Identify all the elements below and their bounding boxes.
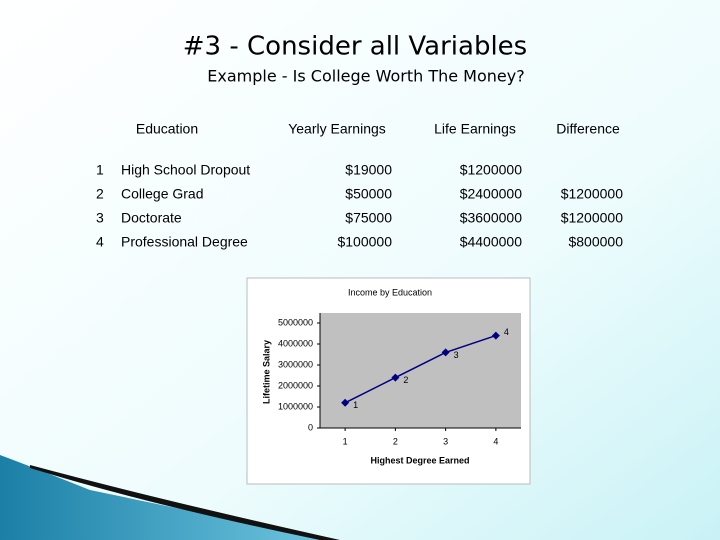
column-header: Life Earnings bbox=[434, 121, 516, 137]
x-tick-label: 2 bbox=[393, 436, 398, 446]
y-tick-label: 2000000 bbox=[278, 380, 313, 390]
table-cell: 2 bbox=[96, 186, 104, 202]
swoosh bbox=[0, 455, 330, 540]
table-cell: $1200000 bbox=[561, 210, 624, 226]
chart: Income by Education Highest Degree Earned… bbox=[261, 287, 521, 465]
y-tick-label: 0 bbox=[308, 422, 313, 432]
table-cell: $3600000 bbox=[460, 210, 523, 226]
slide-title: #3 - Consider all Variables bbox=[183, 32, 527, 62]
data-point bbox=[441, 348, 450, 357]
table: Education Yearly Earnings Life Earnings Dif… bbox=[96, 121, 623, 250]
column-header: Education bbox=[136, 121, 198, 137]
table-cell: $2400000 bbox=[460, 186, 523, 202]
table-cell: Professional Degree bbox=[121, 234, 248, 250]
table-cell: $4400000 bbox=[460, 234, 523, 250]
x-axis-label: Highest Degree Earned bbox=[370, 455, 469, 465]
table-cell: $19000 bbox=[345, 162, 392, 178]
data-point bbox=[341, 398, 350, 407]
point-label: 1 bbox=[353, 400, 358, 410]
data-point bbox=[491, 331, 500, 340]
y-axis-label: Lifetime Salary bbox=[261, 340, 271, 404]
plot-area bbox=[320, 313, 521, 428]
table-cell: $1200000 bbox=[561, 186, 624, 202]
y-tick-label: 1000000 bbox=[278, 401, 313, 411]
column-header: Difference bbox=[556, 121, 620, 137]
table-cell: $1200000 bbox=[460, 162, 523, 178]
data-point bbox=[391, 373, 400, 382]
series-line bbox=[344, 334, 497, 404]
x-tick-label: 1 bbox=[343, 436, 348, 446]
y-tick-label: 3000000 bbox=[278, 359, 313, 369]
table-cell: Doctorate bbox=[121, 210, 182, 226]
table-cell: $50000 bbox=[345, 186, 392, 202]
table-cell: 4 bbox=[96, 234, 104, 250]
y-tick-label: 4000000 bbox=[278, 338, 313, 348]
table-cell: 1 bbox=[96, 162, 104, 178]
chart-title: Income by Education bbox=[348, 287, 432, 297]
point-label: 2 bbox=[403, 375, 408, 385]
x-tick-label: 3 bbox=[443, 436, 448, 446]
point-label: 3 bbox=[454, 350, 459, 360]
x-tick-label: 4 bbox=[493, 436, 498, 446]
table-cell: High School Dropout bbox=[121, 162, 250, 178]
table-cell: 3 bbox=[96, 210, 104, 226]
y-tick-label: 5000000 bbox=[278, 317, 313, 327]
point-label: 4 bbox=[504, 327, 509, 337]
table-cell: $100000 bbox=[337, 234, 392, 250]
table-cell: $800000 bbox=[568, 234, 623, 250]
table-cell: $75000 bbox=[345, 210, 392, 226]
column-header: Yearly Earnings bbox=[288, 121, 386, 137]
table-cell: College Grad bbox=[121, 186, 204, 202]
slide-subtitle: Example - Is College Worth The Money? bbox=[207, 67, 524, 86]
